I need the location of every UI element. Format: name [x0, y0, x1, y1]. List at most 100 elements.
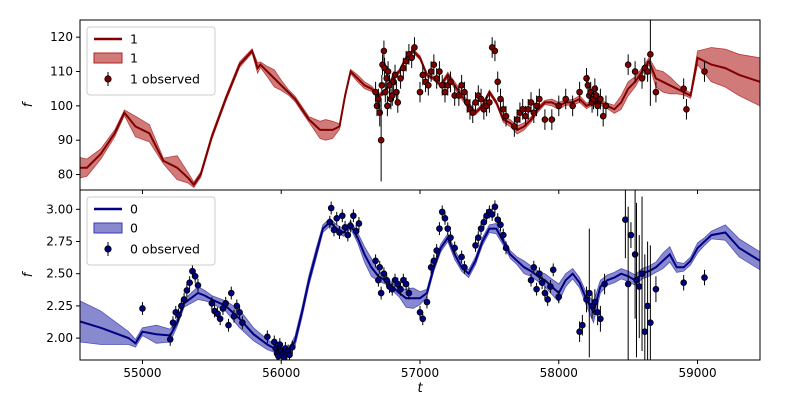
bottom-data-marker [627, 231, 635, 239]
bottom-observed-point [423, 295, 431, 309]
bottom-data-marker [701, 274, 708, 281]
bottom-data-marker [591, 298, 599, 306]
top-data-marker [377, 136, 385, 144]
top-data-marker [388, 92, 396, 99]
bottom-data-marker [270, 338, 278, 346]
bottom-plot-area [80, 190, 760, 360]
top-observed-point [494, 71, 502, 93]
bottom-observed-point [652, 276, 660, 303]
bottom-observed-point [433, 244, 440, 257]
bottom-data-marker [624, 280, 632, 288]
top-y-tick-label: 120 [50, 30, 73, 44]
bottom-observed-point [344, 228, 352, 242]
bottom-observed-point [427, 260, 435, 274]
bottom-observed-point [416, 305, 424, 319]
bottom-observed-point [289, 340, 296, 354]
top-data-marker [647, 51, 654, 58]
bottom-data-marker [641, 328, 649, 335]
top-data-marker [519, 105, 526, 113]
bottom-data-marker [347, 222, 354, 230]
bottom-data-marker [375, 276, 382, 284]
bottom-data-marker [372, 257, 379, 265]
bottom-data-marker [416, 309, 424, 316]
top-observed-point [536, 88, 543, 110]
bottom-data-marker [544, 296, 551, 303]
top-data-marker [499, 105, 507, 113]
top-observed-point [502, 105, 510, 127]
bottom-observed-point [286, 348, 293, 360]
bottom-observed-point [438, 205, 446, 219]
bottom-observed-point [178, 299, 185, 313]
bottom-observed-point [352, 224, 360, 238]
bottom-data-marker [236, 309, 243, 316]
bottom-observed-point [380, 267, 388, 281]
bottom-x-tick-label: 55000 [123, 366, 161, 380]
top-observed-point [597, 88, 604, 110]
top-data-marker [631, 68, 639, 75]
bottom-observed-point [338, 209, 346, 223]
bottom-data-marker [402, 280, 410, 288]
top-data-marker [458, 81, 465, 89]
top-observed-point [376, 98, 384, 127]
bottom-legend-entry-band: 0 [130, 221, 138, 236]
bottom-data-marker [344, 231, 352, 239]
top-observed-point [683, 98, 690, 120]
bottom-observed-point [472, 238, 479, 252]
top-legend: 1 1 1 observed [86, 26, 216, 96]
top-data-marker [477, 95, 485, 103]
bottom-data-marker [230, 312, 238, 320]
bottom-data-marker [530, 263, 538, 271]
top-data-marker [530, 109, 538, 117]
top-data-marker [644, 68, 651, 75]
top-observed-point [394, 92, 402, 113]
bottom-observed-point [627, 222, 635, 248]
top-data-marker [427, 68, 435, 75]
top-data-marker [402, 57, 410, 65]
bottom-observed-point [397, 282, 404, 296]
bottom-observed-point [405, 286, 413, 300]
top-observed-point [652, 81, 660, 103]
top-observed-point [461, 81, 468, 103]
bottom-observed-point [419, 312, 427, 326]
bottom-data-marker [631, 251, 639, 258]
top-data-marker [584, 81, 592, 89]
bottom-data-marker [647, 319, 654, 326]
bottom-observed-point [597, 305, 604, 332]
bottom-observed-point [330, 223, 338, 237]
bottom-data-marker [644, 302, 651, 310]
bottom-observed-point [533, 282, 540, 296]
bottom-y-tick-label: 2.75 [46, 235, 73, 249]
top-observed-point [378, 74, 386, 96]
top-observed-point [491, 40, 499, 62]
top-data-marker [430, 61, 438, 68]
bottom-data-marker [326, 218, 334, 226]
bottom-observed-point [586, 228, 593, 358]
bottom-observed-point [375, 273, 382, 287]
top-observed-point [486, 92, 493, 113]
top-data-marker [527, 99, 535, 106]
bottom-data-marker [451, 244, 458, 252]
bottom-data-marker [555, 293, 563, 301]
top-y-tick-label: 90 [58, 133, 73, 147]
bottom-data-marker [601, 280, 608, 288]
bottom-observed-point [555, 290, 563, 304]
bottom-data-marker [549, 266, 557, 274]
top-data-marker [494, 78, 502, 86]
top-data-marker [599, 112, 607, 120]
bottom-observed-point [451, 241, 458, 255]
bottom-observed-point [441, 211, 449, 225]
bottom-observed-point [549, 263, 557, 277]
top-data-marker [472, 99, 479, 106]
top-data-marker [652, 88, 660, 96]
bottom-observed-point [388, 282, 396, 296]
bottom-observed-point [701, 269, 708, 286]
bottom-observed-point [191, 269, 199, 283]
bottom-data-marker [458, 253, 465, 261]
bottom-observed-point [225, 318, 232, 332]
bottom-observed-point [139, 302, 146, 315]
top-observed-point [624, 54, 632, 75]
top-data-marker [513, 116, 521, 123]
top-data-marker [394, 99, 402, 106]
top-y-tick-label: 80 [58, 168, 73, 182]
bottom-data-marker [441, 215, 449, 222]
